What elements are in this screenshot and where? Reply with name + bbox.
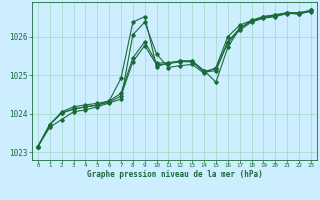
- X-axis label: Graphe pression niveau de la mer (hPa): Graphe pression niveau de la mer (hPa): [86, 170, 262, 179]
